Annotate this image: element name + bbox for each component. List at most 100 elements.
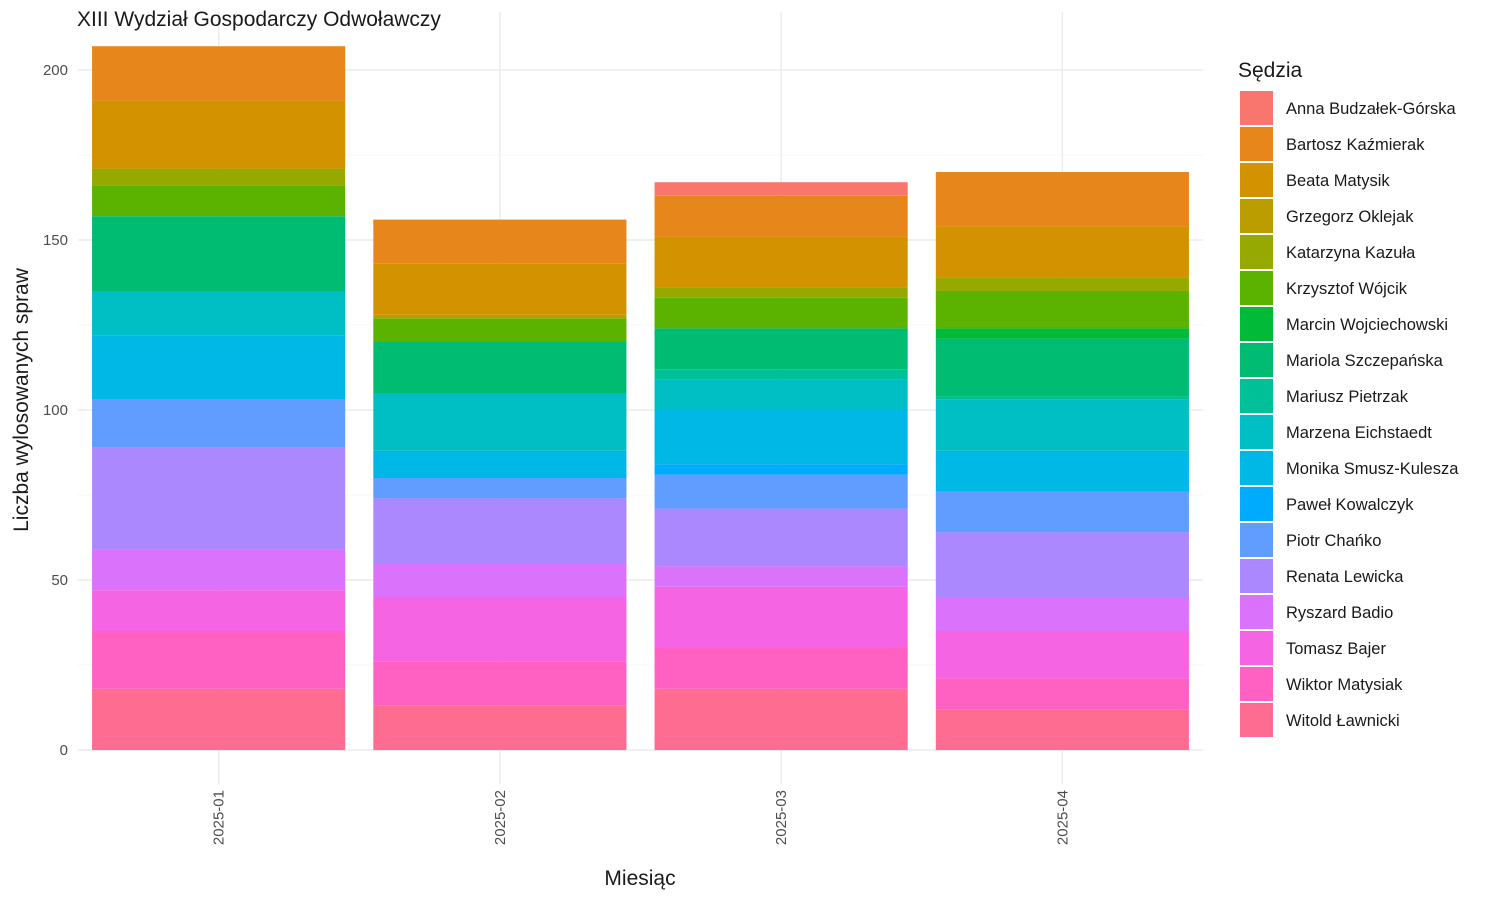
x-tick-label: 2025-02 (492, 790, 509, 845)
legend-label: Marcin Wojciechowski (1286, 316, 1448, 334)
bar-segment (935, 328, 1189, 339)
bar-segment (654, 328, 908, 370)
x-tick-label: 2025-03 (773, 790, 790, 845)
bar-segment (92, 688, 346, 750)
legend-label: Ryszard Badio (1286, 604, 1393, 622)
bar-segment (935, 226, 1189, 278)
legend-label: Monika Smusz-Kulesza (1286, 460, 1459, 478)
legend-key (1240, 595, 1273, 629)
bar-segment (654, 474, 908, 509)
bar-segment (92, 216, 346, 291)
bar-segment (935, 399, 1189, 451)
bar-segment (935, 709, 1189, 750)
bar-segment (373, 661, 627, 706)
bar-segment (92, 185, 346, 217)
legend-title: Sędzia (1238, 59, 1303, 82)
legend-label: Mariola Szczepańska (1286, 352, 1444, 370)
bar-segment (654, 379, 908, 410)
bar-segment (654, 182, 908, 196)
bar-segment (935, 450, 1189, 492)
bar-segment (654, 297, 908, 329)
legend-key (1240, 163, 1273, 197)
legend-key (1240, 127, 1273, 161)
y-axis-title: Liczba wylosowanych spraw (10, 267, 33, 532)
legend-label: Marzena Eichstaedt (1286, 424, 1432, 442)
bar-segment (92, 100, 346, 169)
legend-key (1240, 91, 1273, 125)
bar-segment (92, 549, 346, 591)
bar-segment (373, 314, 627, 319)
bar-segment (373, 318, 627, 342)
bar-segment (654, 508, 908, 567)
legend-key (1240, 487, 1273, 521)
x-axis-ticks: 2025-01 2025-02 2025-03 2025-04 (211, 790, 1072, 845)
bar-segment (92, 335, 346, 400)
x-tick-label: 2025-04 (1054, 790, 1071, 845)
legend-key (1240, 559, 1273, 593)
bar-segment (654, 236, 908, 288)
bar-segment (654, 287, 908, 298)
legend-key (1240, 343, 1273, 377)
legend-key (1240, 379, 1273, 413)
legend-key (1240, 703, 1273, 737)
bar-segment (92, 447, 346, 550)
bar-segment (373, 393, 627, 451)
legend-label: Krzysztof Wójcik (1286, 280, 1408, 298)
legend-key (1240, 523, 1273, 557)
bar-segment (92, 631, 346, 689)
bar-segment (373, 342, 627, 393)
bar-segment (935, 396, 1189, 400)
bar-segment (935, 678, 1189, 710)
bar-segment (935, 277, 1189, 291)
legend-label: Wiktor Matysiak (1286, 676, 1403, 694)
bar-segment (654, 369, 908, 380)
legend-label: Piotr Chańko (1286, 532, 1381, 550)
legend-key (1240, 235, 1273, 269)
bar-segment (654, 586, 908, 648)
bar-segment (373, 705, 627, 750)
bar-segment (373, 478, 627, 499)
x-tick-label: 2025-01 (211, 790, 228, 845)
x-axis-title: Miesiąc (604, 867, 675, 890)
legend-key (1240, 307, 1273, 341)
bar-segment (935, 631, 1189, 679)
bar-segment (935, 172, 1189, 227)
legend: Anna Budzałek-Górska Bartosz Kaźmierak Bea… (1240, 91, 1459, 737)
legend-label: Beata Matysik (1286, 172, 1390, 190)
bar-segment (654, 648, 908, 689)
y-tick-label: 50 (51, 572, 68, 589)
legend-key (1240, 415, 1273, 449)
bar-segment (373, 219, 627, 264)
bar-segment (654, 410, 908, 465)
bar-segment (935, 597, 1189, 631)
legend-label: Anna Budzałek-Górska (1286, 100, 1456, 118)
chart-title: XIII Wydział Gospodarczy Odwoławczy (77, 8, 441, 31)
y-tick-label: 200 (43, 62, 68, 79)
y-tick-label: 0 (60, 742, 68, 759)
bar-segment (373, 563, 627, 597)
bar-segment (935, 338, 1189, 397)
bar-segment (373, 450, 627, 478)
legend-label: Paweł Kowalczyk (1286, 496, 1414, 514)
legend-label: Tomasz Bajer (1286, 640, 1386, 658)
y-tick-label: 150 (43, 232, 68, 249)
legend-label: Renata Lewicka (1286, 568, 1404, 586)
bar-segment (92, 590, 346, 631)
bar-segment (654, 688, 908, 750)
legend-label: Mariusz Pietrzak (1286, 388, 1409, 406)
legend-key (1240, 631, 1273, 665)
y-tick-label: 100 (43, 402, 68, 419)
bar-segment (935, 532, 1189, 597)
legend-label: Bartosz Kaźmierak (1286, 136, 1425, 154)
bar-segment (935, 491, 1189, 533)
legend-label: Grzegorz Oklejak (1286, 208, 1414, 226)
bar-segment (92, 46, 346, 101)
bar-segment (654, 195, 908, 237)
bar-segment (92, 168, 346, 186)
bar-stacks (92, 46, 1189, 750)
bar-segment (373, 498, 627, 563)
bar-segment (92, 399, 346, 448)
bar-segment (373, 597, 627, 662)
legend-label: Witold Ławnicki (1286, 712, 1400, 730)
